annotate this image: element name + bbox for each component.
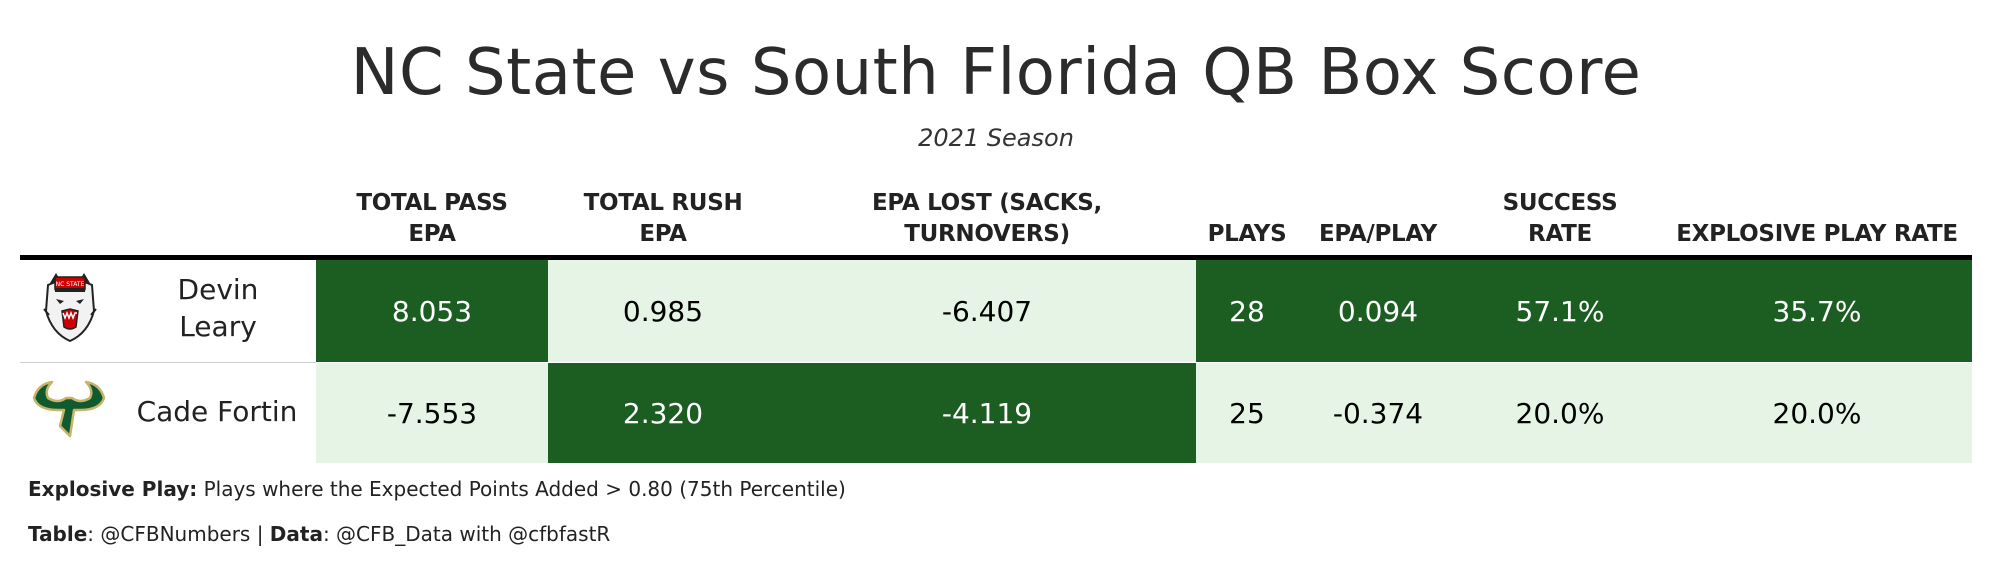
chart-subtitle: 2021 Season <box>918 124 1074 152</box>
cell-epa-per-play: -0.374 <box>1298 363 1458 463</box>
row-divider <box>20 362 316 363</box>
header-line: EPA LOST (SACKS, <box>872 190 1102 216</box>
cell-plays: 25 <box>1196 363 1298 463</box>
cell-epa-lost: -4.119 <box>778 363 1196 463</box>
usf-bull-horns-logo <box>32 380 106 438</box>
chart-title: NC State vs South Florida QB Box Score <box>350 36 1642 110</box>
cell-total-pass-epa: 8.053 <box>316 260 548 362</box>
header-line: TURNOVERS) <box>904 221 1070 247</box>
header-total-rush-epa: TOTAL RUSH EPA <box>548 180 778 250</box>
header-plays: PLAYS <box>1196 180 1298 250</box>
header-epa-lost: EPA LOST (SACKS, TURNOVERS) <box>778 180 1196 250</box>
note-text: Plays where the Expected Points Added > … <box>197 477 846 501</box>
header-epa-per-play: EPA/PLAY <box>1298 180 1458 250</box>
table-credit: : @CFBNumbers | <box>87 522 270 546</box>
header-line: EPA <box>639 221 687 247</box>
header-line: SUCCESS <box>1502 190 1618 216</box>
cell-total-rush-epa: 0.985 <box>548 260 778 362</box>
cell-explosive-play-rate: 35.7% <box>1662 260 1972 362</box>
explosive-play-note: Explosive Play: Plays where the Expected… <box>28 477 846 501</box>
player-name-cade-fortin: Cade Fortin <box>136 395 298 428</box>
header-line: EPA/PLAY <box>1318 221 1438 247</box>
player-name-line: Devin <box>177 273 259 306</box>
svg-text:NC STATE: NC STATE <box>56 281 85 288</box>
header-line: TOTAL PASS <box>356 190 508 216</box>
header-line: EXPLOSIVE PLAY RATE <box>1676 221 1958 247</box>
header-line: TOTAL RUSH <box>583 190 743 216</box>
cell-plays: 28 <box>1196 260 1298 362</box>
header-line: PLAYS <box>1207 221 1287 247</box>
cell-success-rate: 20.0% <box>1458 363 1662 463</box>
nc-state-wolf-logo: NC STATE <box>43 273 97 343</box>
note-label: Explosive Play: <box>28 477 198 501</box>
data-credit: : @CFB_Data with @cfbfastR <box>322 522 611 546</box>
cell-total-rush-epa: 2.320 <box>548 363 778 463</box>
header-total-pass-epa: TOTAL PASS EPA <box>316 180 548 250</box>
source-note: Table: @CFBNumbers | Data: @CFB_Data wit… <box>28 522 610 546</box>
header-explosive-play-rate: EXPLOSIVE PLAY RATE <box>1662 180 1972 250</box>
data-label: Data <box>269 522 323 546</box>
cell-success-rate: 57.1% <box>1458 260 1662 362</box>
table-label: Table <box>28 522 88 546</box>
header-line: RATE <box>1528 221 1592 247</box>
header-success-rate: SUCCESS RATE <box>1458 180 1662 250</box>
cell-epa-per-play: 0.094 <box>1298 260 1458 362</box>
cell-total-pass-epa: -7.553 <box>316 363 548 463</box>
player-name-line: Leary <box>179 310 257 343</box>
cell-explosive-play-rate: 20.0% <box>1662 363 1972 463</box>
header-rule <box>20 255 1972 260</box>
cell-epa-lost: -6.407 <box>778 260 1196 362</box>
player-name-devin-leary: Devin Leary <box>148 271 288 345</box>
header-line: EPA <box>408 221 456 247</box>
